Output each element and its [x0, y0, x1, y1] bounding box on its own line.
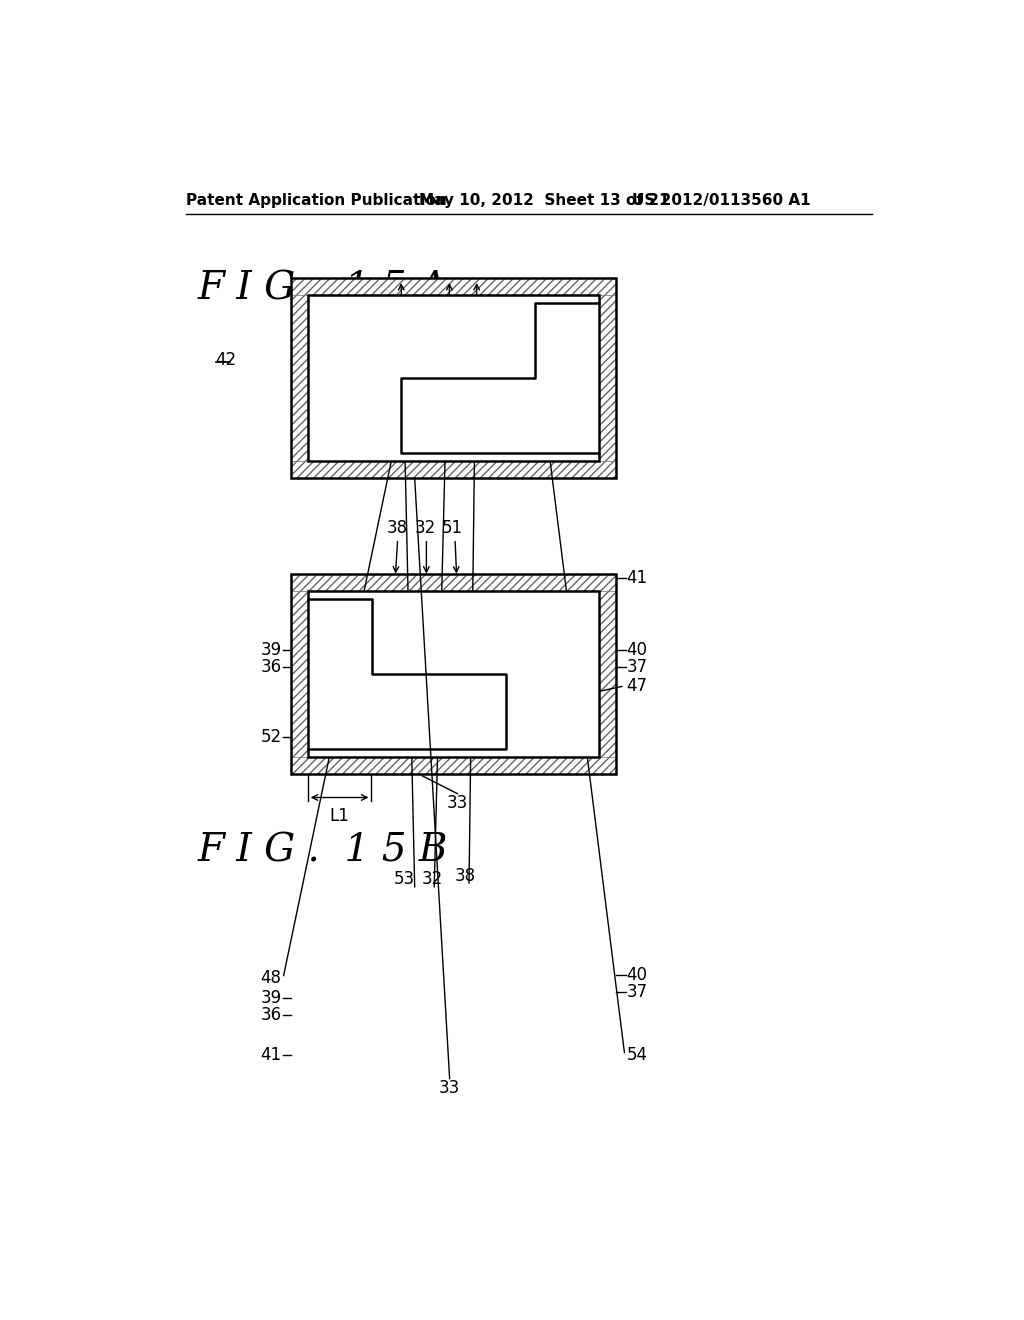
Bar [291, 574, 616, 775]
Text: 48: 48 [260, 969, 282, 987]
Text: 41: 41 [627, 569, 647, 587]
Bar [291, 758, 616, 775]
Text: 32: 32 [414, 519, 435, 537]
Text: 54: 54 [627, 1047, 647, 1064]
Bar [599, 591, 616, 758]
Bar [291, 277, 616, 478]
Text: F I G .  1 5 B: F I G . 1 5 B [198, 832, 449, 869]
Text: 40: 40 [627, 966, 647, 983]
Text: 51: 51 [441, 519, 463, 537]
Bar [291, 294, 308, 461]
Bar [291, 277, 616, 294]
Text: 33: 33 [446, 793, 468, 812]
Text: 32: 32 [422, 870, 443, 888]
Text: 39: 39 [260, 640, 282, 659]
Text: 40: 40 [627, 640, 647, 659]
Text: 52: 52 [260, 729, 282, 746]
Bar [291, 574, 616, 591]
Text: 38: 38 [387, 519, 409, 537]
Text: 37: 37 [627, 657, 647, 676]
Bar [291, 461, 616, 478]
Text: 53: 53 [394, 870, 416, 888]
Text: 47: 47 [627, 677, 647, 694]
Text: Patent Application Publication: Patent Application Publication [186, 193, 446, 209]
Text: 36: 36 [260, 657, 282, 676]
Text: 42: 42 [216, 351, 237, 368]
Text: US 2012/0113560 A1: US 2012/0113560 A1 [632, 193, 810, 209]
Bar [291, 574, 616, 775]
Text: F I G .  1 5 A: F I G . 1 5 A [198, 271, 447, 308]
Text: 37: 37 [627, 983, 647, 1002]
Bar [308, 591, 599, 758]
Text: 33: 33 [439, 1078, 460, 1097]
Bar [599, 294, 616, 461]
Text: 39: 39 [260, 989, 282, 1007]
Text: 36: 36 [260, 1006, 282, 1023]
Text: L1: L1 [330, 807, 349, 825]
Bar [291, 591, 308, 758]
Bar [291, 277, 616, 478]
Text: May 10, 2012  Sheet 13 of 21: May 10, 2012 Sheet 13 of 21 [419, 193, 669, 209]
Text: 38: 38 [455, 866, 476, 884]
Bar [308, 294, 599, 461]
Text: 41: 41 [260, 1047, 282, 1064]
